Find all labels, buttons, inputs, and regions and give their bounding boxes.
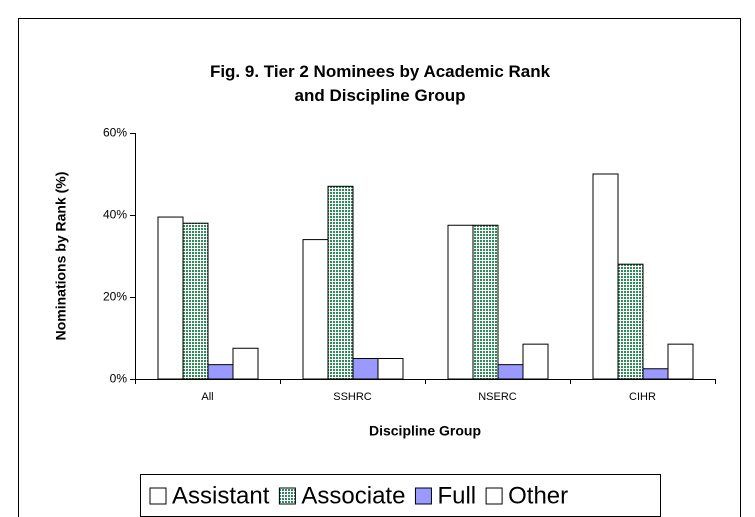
bar [497, 364, 524, 380]
bar [352, 358, 379, 380]
x-tick-label: All [201, 391, 213, 403]
legend-swatch [485, 487, 503, 505]
bar [642, 368, 669, 380]
bar [302, 239, 329, 380]
legend-label: Associate [301, 482, 405, 509]
y-tick-label: 0% [110, 372, 128, 386]
legend-label: Assistant [172, 482, 270, 509]
legend-swatch [149, 487, 167, 505]
y-tick-label: 60% [103, 126, 127, 140]
bar [207, 364, 234, 380]
bar [592, 173, 619, 380]
y-tick-label: 20% [103, 290, 127, 304]
bar [447, 224, 474, 380]
bar [377, 358, 404, 380]
bar [667, 343, 694, 380]
legend-swatch [278, 487, 296, 505]
bar [327, 185, 354, 380]
bar [472, 224, 499, 380]
bar [522, 343, 549, 380]
legend-box [140, 474, 661, 517]
legend-swatch [414, 487, 432, 505]
legend-label: Full [437, 482, 476, 509]
y-tick-label: 40% [103, 208, 127, 222]
x-tick-label: SSHRC [333, 391, 372, 403]
legend-label: Other [508, 482, 568, 509]
x-tick-label: CIHR [629, 391, 656, 403]
x-axis-label: Discipline Group [369, 423, 481, 439]
bar [232, 347, 259, 380]
bar [617, 263, 644, 380]
bar [157, 216, 184, 380]
bar [182, 222, 209, 380]
chart-title: Fig. 9. Tier 2 Nominees by Academic Rank… [209, 62, 551, 105]
y-axis-label: Nominations by Rank (%) [53, 172, 69, 341]
x-tick-label: NSERC [478, 391, 517, 403]
